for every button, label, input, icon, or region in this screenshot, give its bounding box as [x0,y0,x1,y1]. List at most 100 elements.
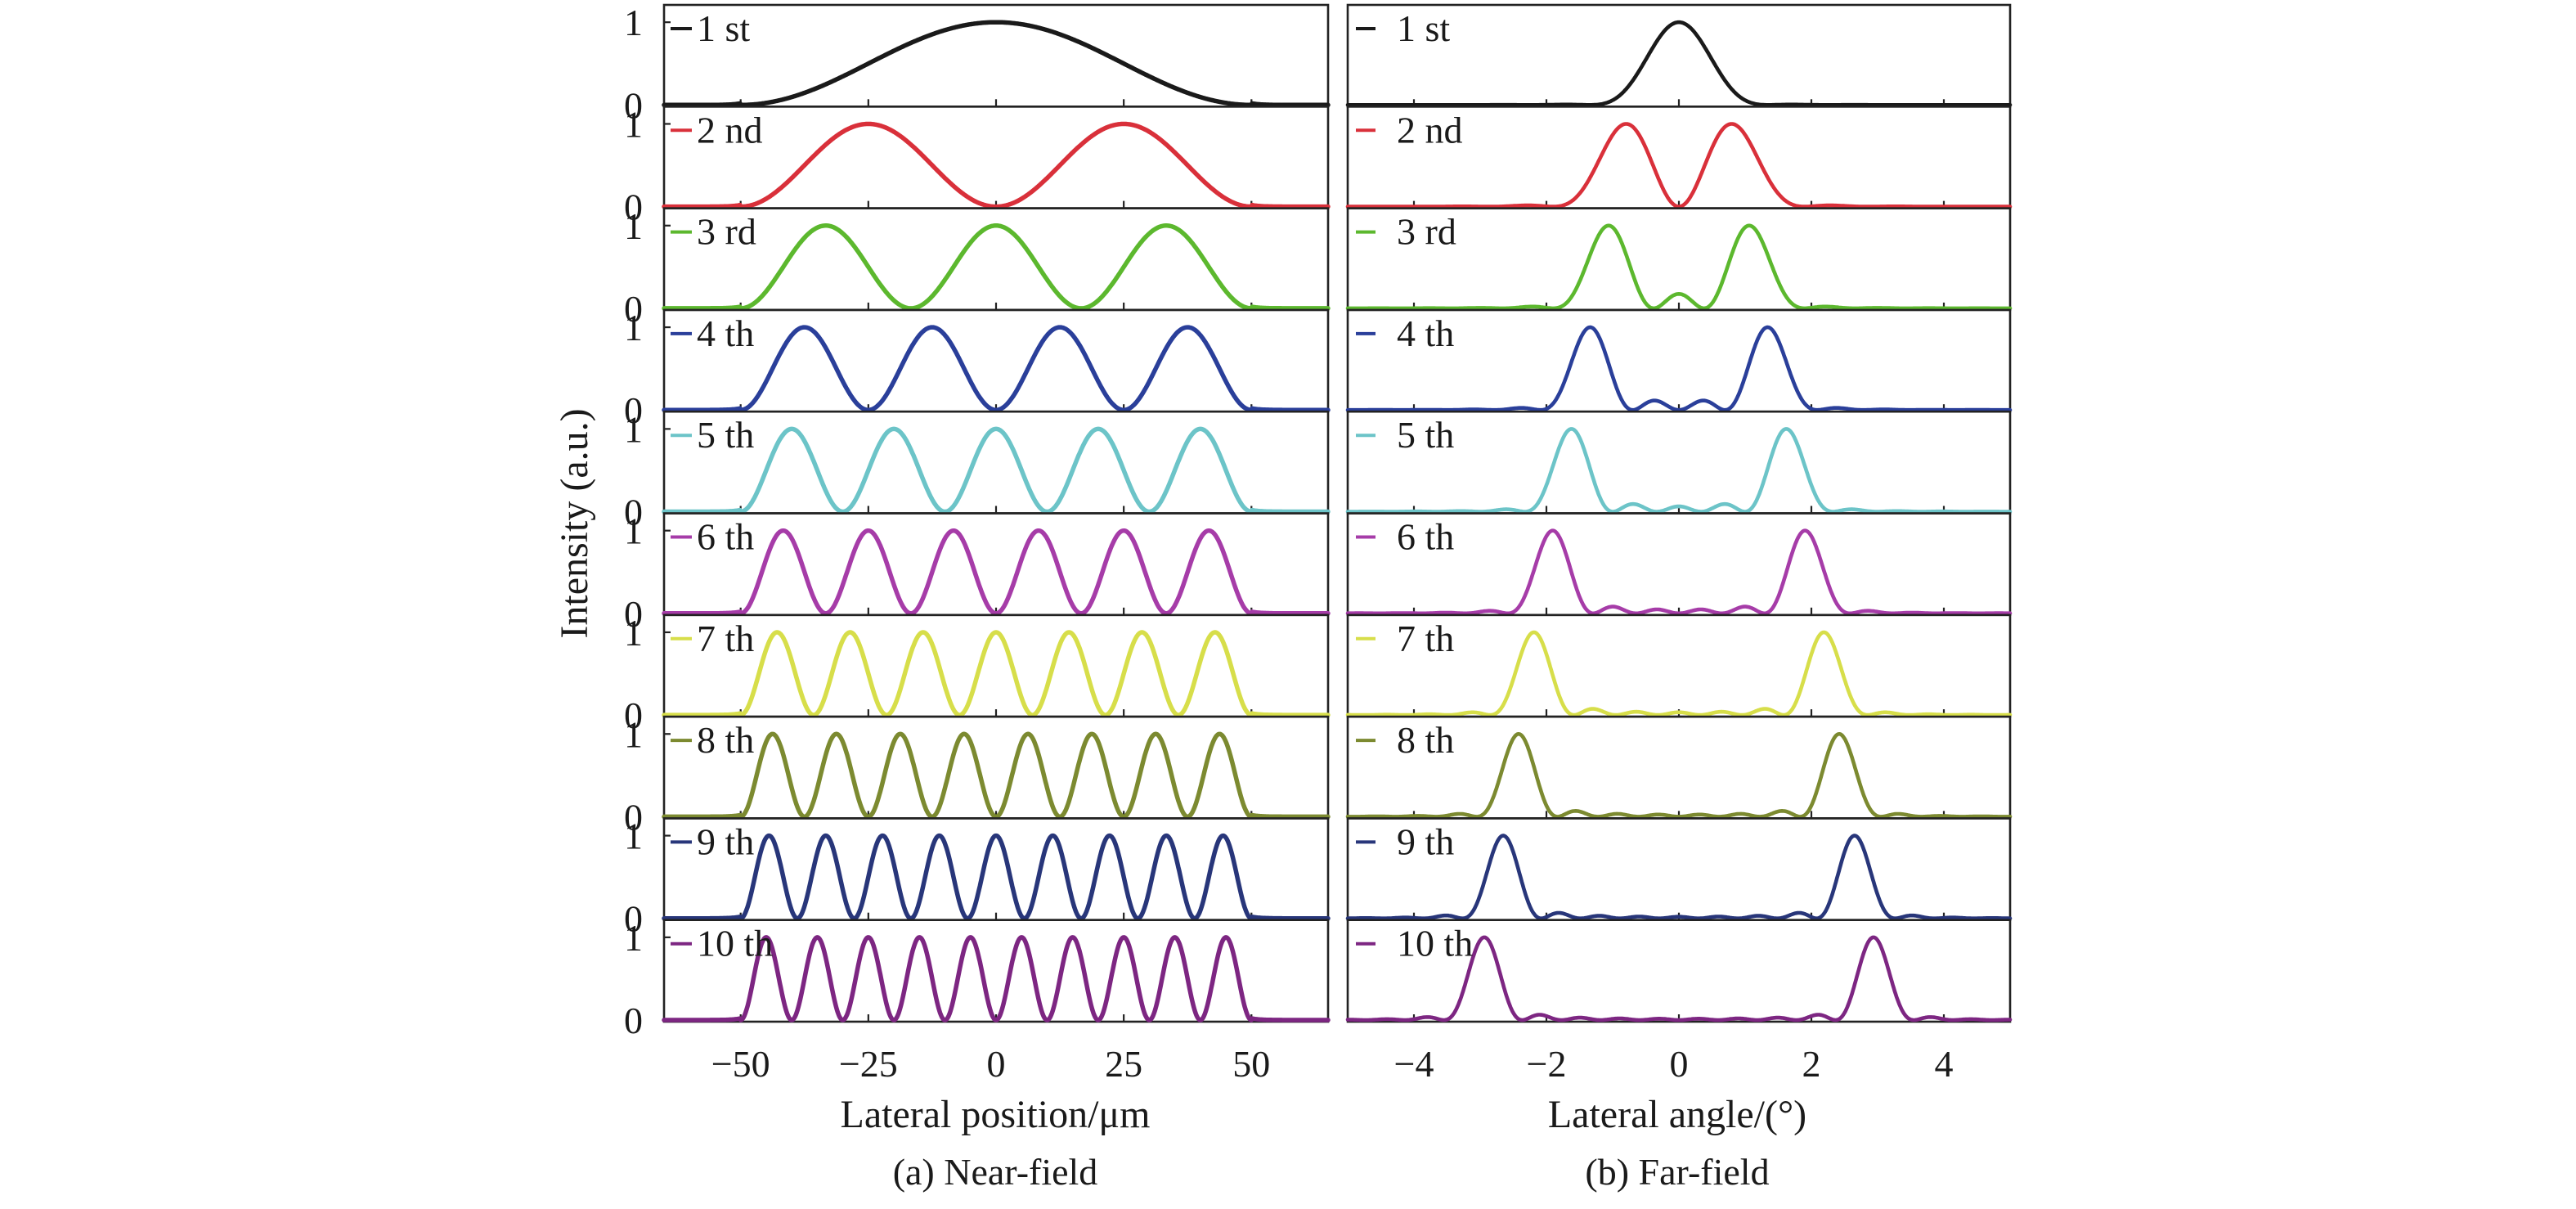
near-y-tick-label: 0 [624,796,643,838]
near-field-panel: 0 1 8 th [624,713,1331,838]
far-field-panel: 8 th [1345,715,2013,820]
far-field-panel: 7 th [1345,613,2013,718]
far-legend-label: 9 th [1397,820,1454,862]
near-y-tick-label: 0 [624,288,643,330]
near-y-tick-label: 0 [624,389,643,431]
near-y-tick-label: 0 [624,492,643,533]
near-y-tick-label: 1 [624,408,643,450]
near-x-tick-label: 50 [1232,1043,1270,1085]
near-field-curve-mode-5 [662,426,1331,515]
near-legend-label: 8 th [697,719,754,761]
near-field-curve-mode-2 [662,121,1331,209]
near-y-tick-label: 1 [624,205,643,247]
near-field-x-axis-title: Lateral position/μm [841,1093,1151,1136]
far-x-tick-label: 0 [1670,1043,1689,1085]
far-field-curve-mode-1 [1345,20,2013,107]
far-legend-label: 10 th [1397,923,1473,964]
near-panel-frame [662,308,1330,413]
far-field-panels: 1 st 2 nd 3 rd 4 th 5 th 6 th 7 th 8 th 9 th 10 t… [1345,3,2013,1023]
far-x-tick-label: 4 [1935,1043,1954,1085]
near-field-curve-mode-4 [662,325,1331,412]
near-field-panel: 0 1 4 th [624,307,1331,431]
far-legend-label: 7 th [1397,618,1454,659]
far-field-curve-mode-7 [1345,630,2013,717]
far-x-tick-label: 2 [1802,1043,1821,1085]
y-axis-title: Intensity (a.u.) [553,408,596,638]
near-field-caption: (a) Near-field [893,1151,1098,1193]
near-legend-label: 1 st [697,7,750,49]
near-legend-label: 5 th [697,414,754,456]
far-field-curve-mode-5 [1345,427,2013,514]
far-field-curve-mode-8 [1345,732,2013,819]
near-x-tick-label: 25 [1105,1043,1142,1085]
near-field-panel: 0 1 6 th [624,510,1331,635]
near-field-panel: 0 1 2 nd [624,103,1331,228]
far-legend-label: 3 rd [1397,211,1456,253]
far-x-tick-label: −2 [1527,1043,1567,1085]
near-y-tick-label: 1 [624,510,643,552]
far-field-panel: 3 rd [1345,207,2013,312]
near-field-curve-mode-8 [662,731,1331,820]
near-y-tick-label: 0 [624,593,643,635]
far-legend-label: 2 nd [1397,109,1463,151]
near-x-tick-label: −25 [839,1043,898,1085]
far-field-x-axis-title: Lateral angle/(°) [1548,1093,1806,1136]
near-y-tick-label: 0 [624,694,643,736]
far-field-curve-mode-10 [1345,935,2013,1022]
near-y-tick-label: 1 [624,307,643,348]
near-field-x-ticks: −50 −25 0 25 50 [711,1043,1271,1085]
far-field-curve-mode-9 [1345,834,2013,920]
near-x-tick-label: 0 [987,1043,1006,1085]
near-legend-label: 9 th [697,820,754,862]
near-y-tick-label: 0 [624,1000,643,1041]
near-legend-label: 4 th [697,312,754,354]
near-field-curve-mode-1 [662,20,1331,108]
near-field-panel: 0 1 10 th [624,917,1331,1041]
far-field-x-ticks: −4 −2 0 2 4 [1394,1043,1954,1085]
far-field-panel: 9 th [1345,817,2013,922]
near-field-panel: 0 1 3 rd [624,205,1331,330]
near-legend-label: 6 th [697,516,754,558]
near-y-tick-label: 0 [624,898,643,940]
far-field-curve-mode-4 [1345,325,2013,412]
far-field-panel: 2 nd [1345,106,2013,209]
far-field-curve-mode-2 [1345,122,2013,209]
far-field-curve-mode-6 [1345,528,2013,616]
near-y-tick-label: 1 [624,612,643,654]
far-field-caption: (b) Far-field [1585,1151,1769,1193]
far-legend-label: 6 th [1397,516,1454,558]
far-legend-label: 5 th [1397,414,1454,456]
near-panel-frame [662,106,1330,209]
near-y-tick-label: 1 [624,713,643,755]
far-legend-label: 8 th [1397,719,1454,761]
far-x-tick-label: −4 [1394,1043,1434,1085]
near-field-curve-mode-6 [662,528,1331,616]
near-legend-label: 2 nd [697,109,763,151]
far-field-panel: 1 st [1345,3,2013,108]
far-field-curve-mode-3 [1345,223,2013,311]
near-y-tick-label: 1 [624,2,643,43]
near-legend-label: 7 th [697,618,754,659]
near-y-tick-label: 1 [624,917,643,959]
near-legend-label: 3 rd [697,211,756,253]
far-field-panel: 6 th [1345,512,2013,617]
near-field-panel: 0 1 7 th [624,612,1331,736]
near-field-curve-mode-7 [662,630,1331,717]
far-legend-label: 4 th [1397,312,1454,354]
near-field-curve-mode-9 [662,833,1331,921]
near-legend-label: 10 th [697,923,773,964]
near-field-curve-mode-3 [662,223,1331,311]
near-y-tick-label: 1 [624,816,643,857]
far-field-panel: 10 th [1345,919,2013,1023]
near-x-tick-label: −50 [711,1043,770,1085]
far-field-panel: 4 th [1345,308,2013,413]
near-panel-frame [662,715,1330,820]
near-y-tick-label: 0 [624,187,643,228]
near-field-curve-mode-10 [662,935,1331,1022]
far-field-panel: 5 th [1345,410,2013,515]
near-field-panel: 0 1 9 th [624,816,1331,940]
near-y-tick-label: 1 [624,103,643,145]
far-legend-label: 1 st [1397,7,1450,49]
